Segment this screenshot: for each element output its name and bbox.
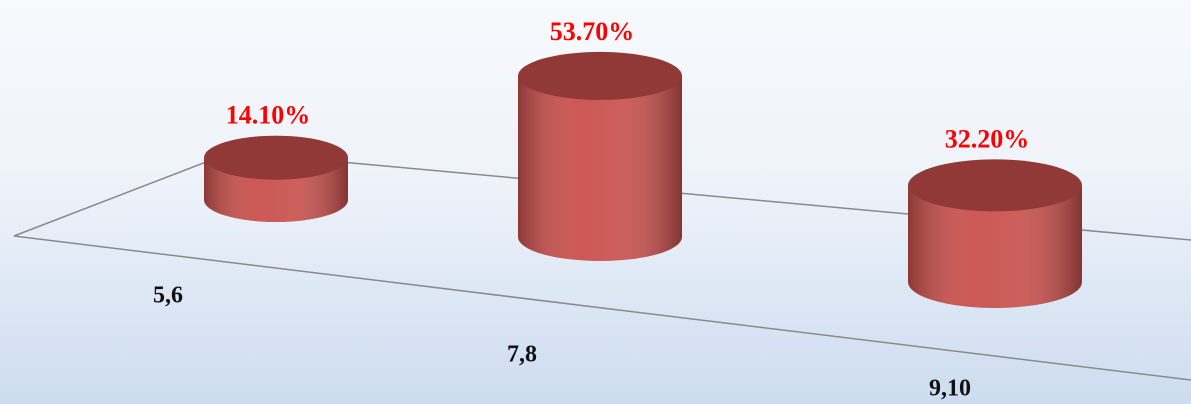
cylinder [908, 159, 1082, 308]
value-label: 53.70% [550, 17, 635, 46]
x-tick-label: 5,6 [153, 283, 183, 309]
x-tick-label: 7,8 [507, 342, 537, 368]
cylinder [204, 135, 348, 222]
floor [13, 151, 1191, 381]
value-label: 14.10% [226, 101, 311, 130]
cylinder [518, 51, 682, 262]
x-tick-label: 9,10 [929, 376, 971, 402]
value-label: 32.20% [945, 124, 1030, 153]
